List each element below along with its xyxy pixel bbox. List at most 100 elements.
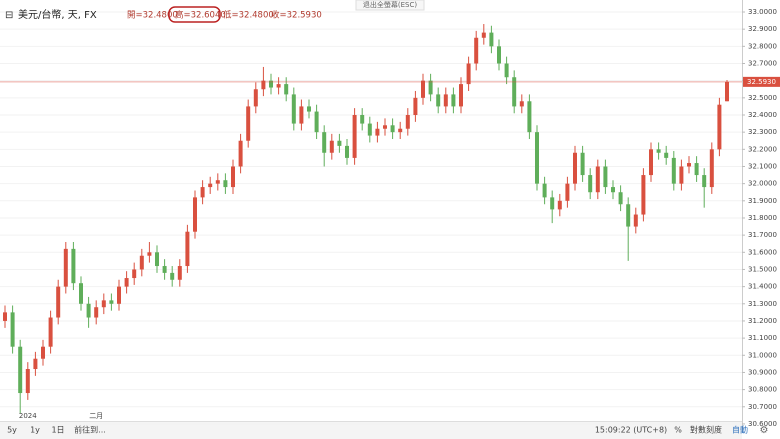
candle-body	[208, 183, 213, 188]
candle-body	[709, 149, 714, 188]
candle-body	[345, 145, 349, 158]
candle-body	[694, 163, 699, 176]
x-tick-label: 2024	[19, 412, 37, 420]
candle-body	[595, 166, 600, 193]
candle-body	[329, 140, 334, 153]
candle-body	[573, 152, 577, 184]
candle-body	[535, 132, 539, 184]
candle-body	[459, 84, 463, 107]
toolbar-item[interactable]: 自動	[732, 425, 748, 435]
candle-body	[451, 94, 456, 107]
menu-icon[interactable]: ⊟	[5, 10, 13, 21]
candle-body	[170, 272, 175, 280]
candle-body	[519, 101, 524, 107]
candle-body	[504, 63, 509, 78]
candle-body	[63, 248, 68, 287]
candle-body	[117, 286, 121, 304]
candle-body	[550, 197, 555, 210]
candle-body	[25, 369, 30, 394]
candle-body	[618, 192, 623, 205]
candle-body	[360, 114, 365, 124]
y-tick-label: 31.2000	[748, 317, 777, 325]
candle-body	[421, 80, 425, 98]
candle-body	[86, 303, 91, 318]
last-price-box	[743, 76, 780, 87]
y-tick-label: 31.3000	[748, 300, 777, 308]
y-tick-label: 32.4000	[748, 111, 777, 119]
candle-body	[101, 300, 106, 308]
candle-body	[466, 63, 471, 85]
candle-body	[398, 128, 403, 133]
ohlc-label: 收=32.5930	[271, 10, 322, 21]
candle-body	[626, 204, 631, 227]
candle-body	[238, 140, 243, 167]
settings-icon[interactable]: ⚙	[760, 425, 769, 436]
candle-body	[231, 166, 235, 188]
candle-body	[656, 149, 661, 153]
candle-body	[443, 94, 448, 107]
candle-body	[717, 104, 722, 150]
candle-body	[33, 358, 38, 370]
candle-body	[124, 278, 129, 287]
candle-body	[489, 32, 494, 47]
y-tick-label: 31.1000	[748, 334, 777, 342]
y-tick-label: 30.8000	[748, 386, 777, 394]
candle-body	[413, 97, 418, 115]
highlight-circle	[168, 6, 221, 23]
candle-body	[10, 312, 15, 347]
candle-body	[641, 175, 646, 215]
candle-body	[588, 175, 593, 193]
toolbar-button[interactable]: 前往到...	[74, 425, 106, 435]
y-tick-label: 31.9000	[748, 197, 777, 205]
y-tick-label: 32.1000	[748, 162, 777, 170]
symbol[interactable]: 美元/台幣, 天, FX	[18, 8, 97, 21]
candle-body	[671, 157, 676, 184]
y-tick-label: 31.5000	[748, 265, 777, 273]
candle-body	[200, 187, 205, 198]
toolbar-button[interactable]: 1y	[30, 426, 40, 435]
candle-body	[291, 94, 296, 124]
y-tick-label: 31.4000	[748, 283, 777, 291]
candle-body	[557, 200, 562, 210]
toolbar-button[interactable]: 5y	[7, 426, 17, 435]
candle-body	[664, 152, 669, 158]
toolbar-item[interactable]: 15:09:22 (UTC+8)	[595, 426, 667, 435]
y-tick-label: 32.7000	[748, 60, 777, 68]
y-tick-label: 32.2000	[748, 145, 777, 153]
candle-body	[276, 84, 281, 88]
toolbar-item[interactable]: 對數刻度	[690, 425, 722, 435]
toolbar-item[interactable]: %	[674, 426, 682, 435]
toolbar-button[interactable]: 1日	[51, 426, 64, 435]
y-tick-label: 32.9000	[748, 25, 777, 33]
y-tick-label: 31.0000	[748, 351, 777, 359]
candle-body	[215, 180, 220, 184]
candle-body	[193, 197, 197, 232]
candle-body	[542, 183, 547, 198]
candle-body	[155, 252, 159, 267]
y-tick-label: 32.3000	[748, 128, 777, 136]
candle-body	[253, 89, 258, 107]
y-tick-label: 30.6000	[748, 420, 777, 428]
candle-body	[71, 248, 76, 284]
candle-body	[603, 166, 608, 188]
toolbar-bg	[0, 421, 742, 439]
last-price-label: 32.5930	[747, 78, 776, 86]
candle-body	[246, 106, 251, 141]
candle-body	[18, 346, 23, 394]
ohlc-label: 低=32.4800	[223, 10, 274, 21]
candle-body	[223, 180, 228, 188]
candle-body	[687, 163, 691, 167]
candle-body	[261, 80, 266, 90]
y-tick-label: 32.5000	[748, 94, 777, 102]
candle-body	[139, 255, 144, 270]
y-tick-label: 32.0000	[748, 180, 777, 188]
candle-body	[474, 37, 479, 64]
y-tick-label: 31.7000	[748, 231, 777, 239]
candle-body	[337, 140, 342, 146]
candle-body	[352, 114, 357, 158]
candle-body	[314, 111, 319, 133]
candle-body	[481, 32, 486, 38]
